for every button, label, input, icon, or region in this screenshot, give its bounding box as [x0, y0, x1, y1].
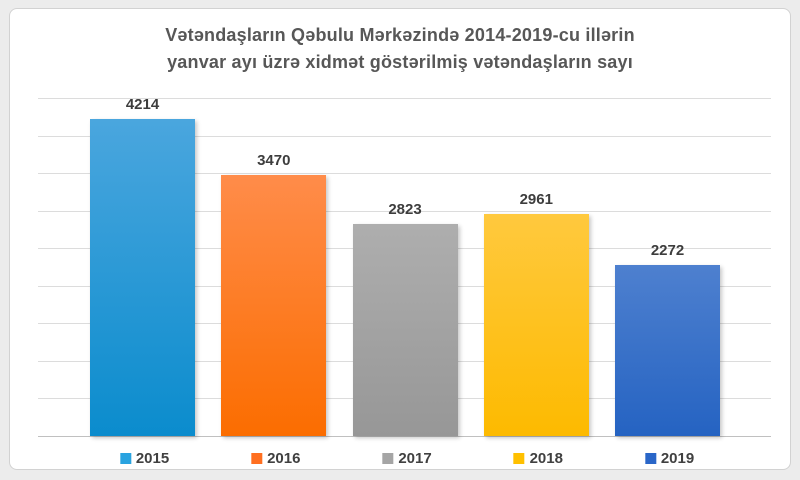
chart-title: Vətəndaşların Qəbulu Mərkəzində 2014-201…	[10, 22, 790, 76]
chart-frame: Vətəndaşların Qəbulu Mərkəzində 2014-201…	[9, 8, 791, 470]
legend-entry-2016[interactable]: 2016	[251, 447, 300, 469]
gridline	[38, 135, 771, 137]
legend-swatch-icon	[513, 452, 525, 464]
chart-title-line-2: yanvar ayı üzrə xidmət göstərilmiş vətən…	[167, 52, 633, 72]
bar-value-label: 2823	[388, 200, 422, 218]
legend-label: 2018	[529, 449, 563, 467]
legend-entry-2015[interactable]: 2015	[119, 447, 170, 469]
bar-value-label: 4214	[125, 96, 160, 114]
bar-2017[interactable]	[352, 223, 458, 436]
legend-entry-2019[interactable]: 2019	[644, 447, 695, 469]
gridline	[38, 210, 771, 212]
legend-entry-2017[interactable]: 2017	[382, 447, 432, 469]
gridline	[38, 98, 771, 99]
legend-swatch-icon	[119, 452, 131, 464]
x-axis-line	[38, 436, 771, 437]
legend-label: 2019	[660, 449, 695, 467]
legend-label: 2016	[267, 449, 301, 467]
legend-label: 2017	[398, 449, 432, 467]
bar-2016[interactable]	[221, 175, 327, 436]
bar-2019[interactable]	[615, 265, 720, 436]
legend-label: 2015	[135, 449, 170, 467]
legend-swatch-icon	[644, 452, 656, 464]
plot-area: 4214 3470 2823 2961 2272	[38, 96, 771, 437]
legend-swatch-icon	[251, 452, 263, 464]
legend: 2015 2016 2017 2018 2019	[10, 447, 790, 469]
bar-value-label: 2272	[650, 242, 685, 260]
legend-swatch-icon	[382, 452, 394, 464]
bar-2018[interactable]	[483, 213, 589, 436]
bar-value-label: 2961	[519, 190, 553, 208]
legend-entry-2018[interactable]: 2018	[513, 447, 563, 469]
gridline	[38, 173, 771, 175]
chart-title-line-1: Vətəndaşların Qəbulu Mərkəzində 2014-201…	[165, 25, 635, 45]
bar-value-label: 3470	[257, 152, 291, 170]
bar-2015[interactable]	[90, 119, 195, 436]
